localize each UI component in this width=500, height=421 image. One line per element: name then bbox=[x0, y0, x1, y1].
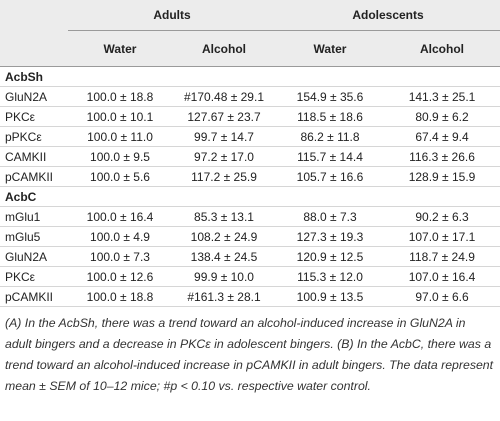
row-label: mGlu5 bbox=[0, 226, 68, 247]
table-cell: 138.4 ± 24.5 bbox=[172, 246, 276, 267]
table-cell: 90.2 ± 6.3 bbox=[384, 206, 500, 227]
table-cell: 107.0 ± 16.4 bbox=[384, 266, 500, 287]
table-row: pPKCε 100.0 ± 11.0 99.7 ± 14.7 86.2 ± 11.8 6… bbox=[0, 126, 500, 147]
table-cell: 100.0 ± 10.1 bbox=[68, 106, 172, 127]
table-cell: 85.3 ± 13.1 bbox=[172, 206, 276, 227]
table-row: mGlu1 100.0 ± 16.4 85.3 ± 13.1 88.0 ± 7.3 90… bbox=[0, 206, 500, 227]
table-cell: 100.0 ± 18.8 bbox=[68, 86, 172, 107]
table-cell: 118.7 ± 24.9 bbox=[384, 246, 500, 267]
table-cell: 118.5 ± 18.6 bbox=[276, 106, 384, 127]
column-header-row: Water Alcohol Water Alcohol bbox=[0, 30, 500, 67]
table-cell: 128.9 ± 15.9 bbox=[384, 166, 500, 187]
table-row: GluN2A 100.0 ± 18.8 #170.48 ± 29.1 154.9 ± … bbox=[0, 86, 500, 107]
table-cell: 67.4 ± 9.4 bbox=[384, 126, 500, 147]
row-label: pCAMKII bbox=[0, 166, 68, 187]
section-label: AcbSh bbox=[0, 66, 500, 87]
table-cell: 120.9 ± 12.5 bbox=[276, 246, 384, 267]
table-cell: 100.0 ± 18.8 bbox=[68, 286, 172, 307]
column-header: Alcohol bbox=[172, 30, 276, 67]
section-row: AcbSh bbox=[0, 66, 500, 87]
table-cell: 100.0 ± 9.5 bbox=[68, 146, 172, 167]
corner-cell bbox=[0, 0, 68, 31]
table-cell: 115.7 ± 14.4 bbox=[276, 146, 384, 167]
footnote: (A) In the AcbSh, there was a trend towa… bbox=[5, 316, 494, 393]
table-cell: 141.3 ± 25.1 bbox=[384, 86, 500, 107]
row-label: pCAMKII bbox=[0, 286, 68, 307]
data-table: Adults Adolescents Water Alcohol Water Alcoho… bbox=[0, 0, 500, 307]
table-cell: 97.0 ± 6.6 bbox=[384, 286, 500, 307]
table-cell: 127.3 ± 19.3 bbox=[276, 226, 384, 247]
table-cell: 99.9 ± 10.0 bbox=[172, 266, 276, 287]
table-cell: 100.0 ± 11.0 bbox=[68, 126, 172, 147]
table-cell: 154.9 ± 35.6 bbox=[276, 86, 384, 107]
column-header: Alcohol bbox=[384, 30, 500, 67]
table-cell: 127.67 ± 23.7 bbox=[172, 106, 276, 127]
table-cell: 99.7 ± 14.7 bbox=[172, 126, 276, 147]
table-row: pCAMKII 100.0 ± 18.8 #161.3 ± 28.1 100.9 ± … bbox=[0, 286, 500, 307]
row-label: CAMKII bbox=[0, 146, 68, 167]
table-row: mGlu5 100.0 ± 4.9 108.2 ± 24.9 127.3 ± 19.3… bbox=[0, 226, 500, 247]
table-cell: 116.3 ± 26.6 bbox=[384, 146, 500, 167]
table-cell: #170.48 ± 29.1 bbox=[172, 86, 276, 107]
table-row: CAMKII 100.0 ± 9.5 97.2 ± 17.0 115.7 ± 14.4… bbox=[0, 146, 500, 167]
table-header: Adults Adolescents Water Alcohol Water Alcoho… bbox=[0, 0, 500, 67]
table-row: PKCε 100.0 ± 12.6 99.9 ± 10.0 115.3 ± 12.0 1… bbox=[0, 266, 500, 287]
group-header: Adolescents bbox=[276, 0, 500, 31]
table-cell: 100.0 ± 12.6 bbox=[68, 266, 172, 287]
row-label: GluN2A bbox=[0, 246, 68, 267]
table-cell: 100.9 ± 13.5 bbox=[276, 286, 384, 307]
table-cell: 100.0 ± 4.9 bbox=[68, 226, 172, 247]
table-row: pCAMKII 100.0 ± 5.6 117.2 ± 25.9 105.7 ± 16… bbox=[0, 166, 500, 187]
table-row: PKCε 100.0 ± 10.1 127.67 ± 23.7 118.5 ± 18.… bbox=[0, 106, 500, 127]
group-header: Adults bbox=[68, 0, 276, 31]
column-header: Water bbox=[276, 30, 384, 67]
table-cell: 115.3 ± 12.0 bbox=[276, 266, 384, 287]
table-cell: 97.2 ± 17.0 bbox=[172, 146, 276, 167]
group-header-row: Adults Adolescents bbox=[0, 0, 500, 31]
table-row: GluN2A 100.0 ± 7.3 138.4 ± 24.5 120.9 ± 12.… bbox=[0, 246, 500, 267]
table-cell: 86.2 ± 11.8 bbox=[276, 126, 384, 147]
table-cell: 100.0 ± 7.3 bbox=[68, 246, 172, 267]
table-cell: 108.2 ± 24.9 bbox=[172, 226, 276, 247]
section-row: AcbC bbox=[0, 186, 500, 207]
table-cell: 100.0 ± 16.4 bbox=[68, 206, 172, 227]
row-label: PKCε bbox=[0, 266, 68, 287]
section-label: AcbC bbox=[0, 186, 500, 207]
table-cell: 107.0 ± 17.1 bbox=[384, 226, 500, 247]
table-cell: 80.9 ± 6.2 bbox=[384, 106, 500, 127]
row-label: GluN2A bbox=[0, 86, 68, 107]
table-cell: 105.7 ± 16.6 bbox=[276, 166, 384, 187]
table-cell: #161.3 ± 28.1 bbox=[172, 286, 276, 307]
row-label: PKCε bbox=[0, 106, 68, 127]
column-header: Water bbox=[68, 30, 172, 67]
table-cell: 117.2 ± 25.9 bbox=[172, 166, 276, 187]
row-label: pPKCε bbox=[0, 126, 68, 147]
corner-cell bbox=[0, 30, 68, 67]
table-cell: 88.0 ± 7.3 bbox=[276, 206, 384, 227]
row-label: mGlu1 bbox=[0, 206, 68, 227]
table-cell: 100.0 ± 5.6 bbox=[68, 166, 172, 187]
table-body: AcbSh GluN2A 100.0 ± 18.8 #170.48 ± 29.1 154… bbox=[0, 66, 500, 307]
